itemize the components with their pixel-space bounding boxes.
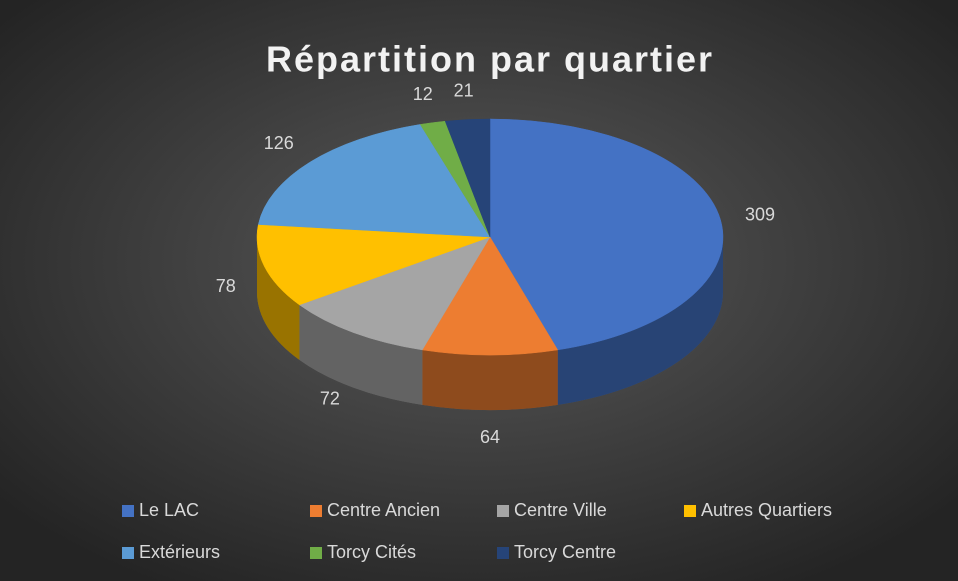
- slice: [421, 236, 559, 356]
- data-label: 72: [320, 389, 340, 409]
- chart-title: Répartition par quartier: [266, 39, 714, 80]
- slice-side-shade: [299, 304, 423, 405]
- slice-side-shade: [257, 237, 300, 360]
- legend-label: Torcy Cités: [327, 542, 416, 562]
- legend-swatch: [122, 505, 134, 517]
- data-label: 64: [480, 427, 500, 447]
- legend-label: Centre Ville: [514, 500, 607, 520]
- data-label: 309: [745, 204, 775, 224]
- legend-label: Torcy Centre: [514, 542, 616, 562]
- legend-swatch: [684, 505, 696, 517]
- data-label: 12: [413, 84, 433, 104]
- legend-swatch: [310, 505, 322, 517]
- legend-label: Autres Quartiers: [701, 500, 832, 520]
- slice-side: [299, 304, 423, 405]
- slice: [489, 118, 724, 351]
- legend-swatch: [310, 547, 322, 559]
- slice: [444, 118, 491, 238]
- legend-label: Centre Ancien: [327, 500, 440, 520]
- data-label: 21: [454, 80, 474, 100]
- slice: [258, 124, 491, 238]
- data-label: 78: [216, 276, 236, 296]
- slice: [298, 236, 491, 351]
- slice-side: [557, 237, 723, 405]
- legend-label: Le LAC: [139, 500, 199, 520]
- slice-side-shade: [422, 349, 558, 410]
- data-label: 126: [264, 133, 294, 153]
- legend-swatch: [497, 547, 509, 559]
- slice-side: [257, 237, 300, 360]
- slice-side-shade: [557, 237, 723, 405]
- slice-side: [422, 349, 558, 410]
- legend-swatch: [497, 505, 509, 517]
- legend-swatch: [122, 547, 134, 559]
- slice: [256, 224, 491, 306]
- legend-label: Extérieurs: [139, 542, 220, 562]
